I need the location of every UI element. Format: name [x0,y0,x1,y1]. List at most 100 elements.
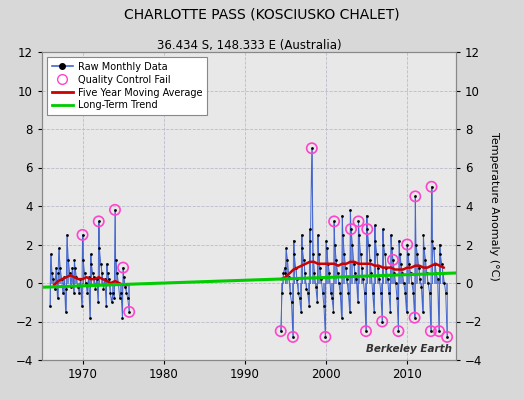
Text: CHARLOTTE PASS (KOSCIUSKO CHALET): CHARLOTTE PASS (KOSCIUSKO CHALET) [124,8,400,22]
Point [94,299,102,306]
Point [105,276,113,282]
Point [306,238,314,244]
Point [348,241,357,248]
Point [90,274,98,280]
Point [429,245,438,252]
Point [312,284,320,290]
Point [423,270,431,276]
Point [363,226,372,232]
Point [438,260,446,267]
Point [380,251,389,257]
Point [403,241,411,248]
Point [419,309,427,315]
Point [77,276,85,282]
Point [91,286,100,292]
Point [421,257,430,263]
Point [124,295,132,302]
Point [409,290,418,296]
Point [119,274,128,280]
Point [48,270,56,276]
Point [378,318,386,325]
Point [96,260,105,267]
Point [427,328,435,334]
Point [305,303,313,309]
Point [428,238,436,244]
Point [331,241,339,248]
Point [330,218,339,225]
Point [439,270,447,276]
Point [79,257,88,263]
Point [443,334,451,340]
Point [112,257,120,263]
Point [109,290,117,296]
Point [94,218,103,225]
Point [325,270,334,276]
Point [87,260,95,267]
Point [394,328,402,334]
Point [337,314,346,321]
Point [300,257,308,263]
Point [428,184,436,190]
Point [387,245,396,252]
Point [366,257,374,263]
Point [321,334,330,340]
Point [80,270,89,276]
Point [322,238,330,244]
Point [324,260,332,267]
Point [433,276,442,282]
Point [289,238,298,244]
Point [386,309,395,315]
Point [343,276,351,282]
Point [354,218,363,225]
Point [435,328,443,334]
Point [443,334,451,340]
Point [70,257,79,263]
Point [389,257,397,263]
Point [330,218,339,225]
Point [75,290,83,296]
Point [277,328,285,334]
Point [436,251,444,257]
Point [52,264,60,271]
Point [379,226,387,232]
Point [398,270,407,276]
Point [316,264,324,271]
Point [294,290,302,296]
Point [359,276,367,282]
Point [363,212,371,219]
Point [60,274,69,280]
Point [387,232,395,238]
Point [59,290,67,296]
Point [342,264,350,271]
Point [435,241,444,248]
Point [347,226,355,232]
Point [56,264,64,271]
Point [117,290,125,296]
Point [53,295,62,302]
Point [289,334,297,340]
Point [354,218,363,225]
Point [111,207,119,213]
Point [289,334,297,340]
Point [101,276,109,282]
Point [362,328,370,334]
Point [54,270,62,276]
Point [107,299,116,306]
Point [361,290,369,296]
Point [46,303,54,309]
Point [402,309,411,315]
Point [78,232,86,238]
Point [419,232,428,238]
Point [358,264,366,271]
Point [364,241,373,248]
Point [73,284,82,290]
Point [363,226,372,232]
Point [125,309,134,315]
Point [89,270,97,276]
Point [280,264,289,271]
Point [431,260,439,267]
Point [354,299,362,306]
Point [403,251,412,257]
Point [103,260,111,267]
Point [301,270,309,276]
